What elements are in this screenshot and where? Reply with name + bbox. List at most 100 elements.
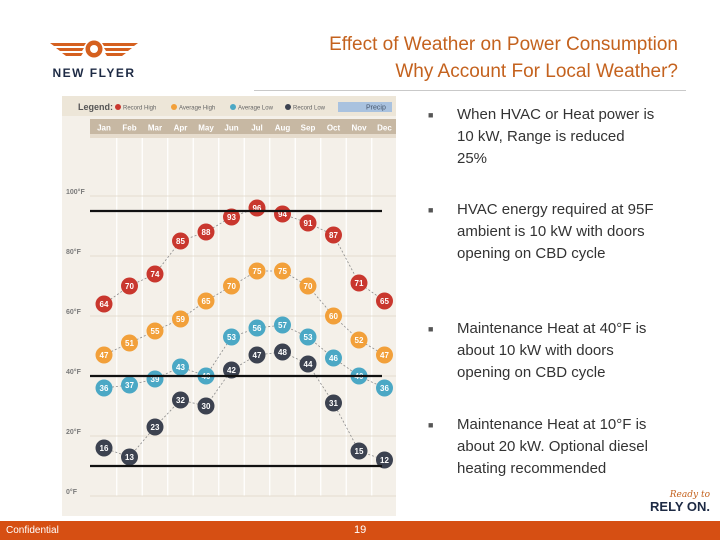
data-label: 75 [278, 267, 287, 276]
data-label: 88 [202, 228, 211, 237]
bullet-text: Maintenance Heat at 10°F is about 20 kW.… [457, 416, 648, 477]
reference-lines [90, 209, 382, 468]
month-label-jul: Jul [251, 124, 263, 133]
data-point [248, 199, 266, 217]
chart-background [62, 96, 396, 516]
tagline-bottom: RELY ON. [650, 499, 710, 514]
data-label: 12 [380, 456, 389, 465]
bullet-square-icon: ■ [428, 205, 434, 215]
data-label: 47 [380, 351, 389, 360]
data-label: 65 [202, 297, 211, 306]
data-label: 47 [253, 351, 262, 360]
series-line-record-low [103, 351, 385, 461]
bullet-text: Maintenance Heat at 40°F is about 10 kW … [457, 320, 647, 381]
weather-chart: Legend: Record High Average High Average L… [62, 96, 396, 516]
data-point [376, 451, 393, 469]
slide-title: Effect of Weather on Power Consumption W… [258, 31, 678, 85]
data-point [172, 391, 189, 409]
data-point [146, 322, 164, 340]
month-header-bar [90, 119, 396, 134]
legend-swatch-precip [338, 102, 392, 112]
data-label: 71 [355, 279, 364, 288]
data-point [299, 355, 317, 373]
data-point [197, 223, 215, 241]
month-label-may: May [198, 124, 214, 133]
month-label-mar: Mar [148, 124, 162, 133]
bullet-text: HVAC energy required at 95F ambient is 1… [457, 201, 654, 262]
data-label: 57 [278, 321, 287, 330]
y-axis-ticks: 0°F 20°F 40°F 60°F 80°F 100°F [66, 188, 85, 496]
data-label: 85 [176, 237, 185, 246]
confidential-label: Confidential [6, 525, 59, 536]
data-label: 56 [253, 324, 262, 333]
bullet-item: ■ When HVAC or Heat power is 10 kW, Range… [428, 104, 658, 170]
bullet-square-icon: ■ [428, 420, 434, 430]
data-point [274, 205, 291, 223]
data-point [274, 262, 291, 280]
data-label: 96 [253, 204, 262, 213]
data-label: 70 [125, 282, 134, 291]
data-label: 52 [355, 336, 364, 345]
data-point [197, 397, 215, 415]
data-label: 53 [304, 333, 313, 342]
legend-label-record-high: Record High [123, 106, 156, 112]
data-point [121, 277, 138, 295]
data-point [197, 292, 215, 310]
legend-label-average-low: Average Low [238, 106, 274, 112]
legend-swatch-record-high [115, 104, 121, 110]
data-label: 74 [151, 270, 160, 279]
data-point [299, 277, 317, 295]
y-tick-label: 100°F [66, 188, 85, 196]
title-line-1: Effect of Weather on Power Consumption [329, 34, 678, 55]
bullet-square-icon: ■ [428, 324, 434, 334]
y-tick-label: 80°F [66, 248, 82, 256]
data-point [274, 343, 291, 361]
data-label: 42 [227, 366, 236, 375]
series-line-average-high [103, 270, 385, 356]
data-point [95, 379, 113, 397]
new-flyer-logo: NEW FLYER [50, 40, 138, 80]
data-point [350, 331, 368, 349]
legend: Record High Average High Average Low Record… [115, 102, 392, 112]
data-point [146, 265, 164, 283]
title-divider [254, 90, 686, 91]
data-label: 36 [380, 384, 389, 393]
data-label: 16 [100, 444, 109, 453]
data-label: 93 [227, 213, 236, 222]
data-point [223, 277, 240, 295]
y-tick-label: 40°F [66, 368, 82, 376]
data-point [172, 310, 189, 328]
data-label: 87 [329, 231, 338, 240]
y-tick-label: 60°F [66, 308, 82, 316]
data-point [146, 370, 164, 388]
data-label: 75 [253, 267, 262, 276]
data-label: 47 [100, 351, 109, 360]
legend-label-record-low: Record Low [293, 106, 326, 112]
bullet-text: When HVAC or Heat power is 10 kW, Range … [457, 106, 655, 167]
data-label: 48 [278, 348, 287, 357]
data-label: 43 [176, 363, 185, 372]
data-label: 60 [329, 312, 338, 321]
data-label: 46 [329, 354, 338, 363]
data-point [121, 334, 138, 352]
data-point [248, 319, 266, 337]
month-label-jun: Jun [224, 124, 238, 133]
data-label: 39 [151, 375, 160, 384]
month-labels: Jan Feb Mar Apr May Jun Jul Aug Sep Oct Nov Dec [97, 124, 392, 133]
data-label: 31 [329, 399, 338, 408]
data-point [146, 418, 164, 436]
data-label: 91 [304, 219, 313, 228]
title-line-2: Why Account For Local Weather? [395, 61, 678, 82]
data-point [376, 292, 393, 310]
legend-label-precip: Precip [366, 105, 386, 112]
data-point [248, 262, 266, 280]
data-point [248, 346, 266, 364]
legend-title: Legend: [78, 102, 113, 112]
month-label-nov: Nov [351, 124, 367, 133]
logo-text: NEW FLYER [52, 66, 135, 80]
data-label: 59 [176, 315, 185, 324]
data-point [172, 358, 189, 376]
data-label: 94 [278, 210, 287, 219]
data-label: 64 [100, 300, 109, 309]
month-label-sep: Sep [301, 124, 316, 133]
